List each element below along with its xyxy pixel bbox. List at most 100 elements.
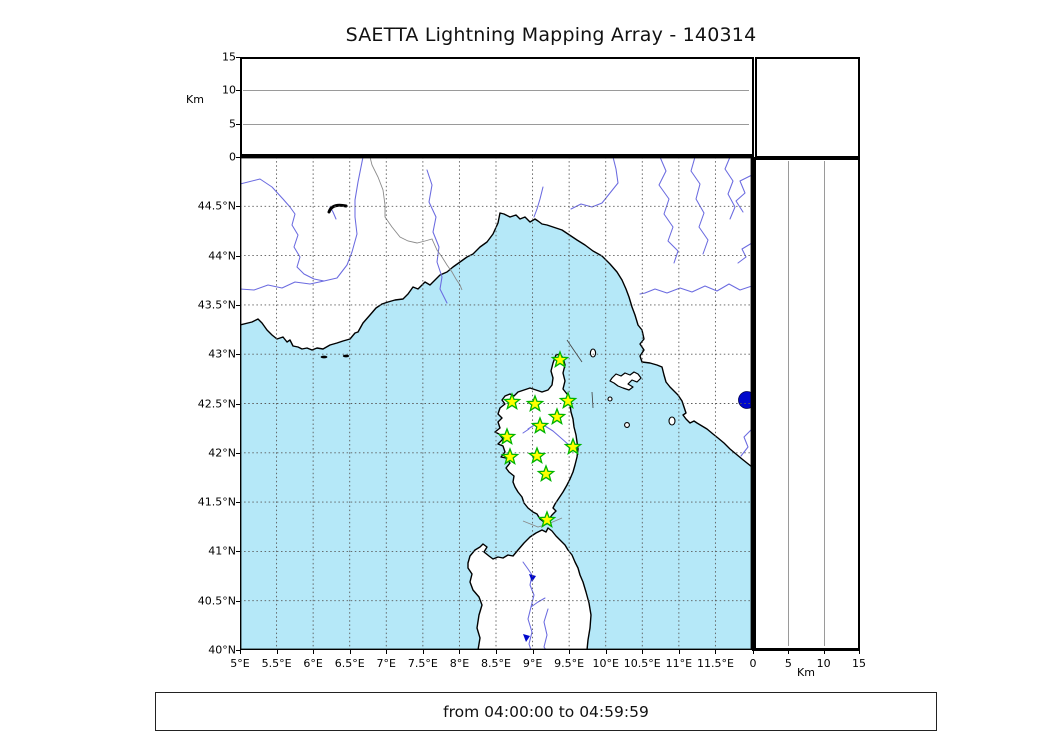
lat-tick-mark (236, 304, 240, 306)
sardinia-coastline (467, 527, 592, 650)
lat-tick-label: 44°N (208, 249, 236, 263)
lon-tick-mark (678, 650, 680, 654)
time-range-box: from 04:00:00 to 04:59:59 (155, 692, 937, 731)
lat-tick-label: 40°N (208, 643, 236, 657)
lon-tick-mark (349, 650, 351, 654)
lat-tick-mark (236, 354, 240, 356)
lon-tick-mark (532, 650, 534, 654)
elba-island (609, 371, 642, 391)
lon-tick-mark (569, 650, 571, 654)
lma-station-star (500, 447, 520, 465)
lon-tick-label: 6.5°E (334, 657, 365, 670)
lat-tick-mark (236, 403, 240, 405)
lon-tick-label: 6°E (303, 657, 323, 670)
map-panel (240, 157, 752, 650)
lon-tick-label: 7°E (376, 657, 397, 670)
lat-lon-grid (240, 157, 752, 650)
lat-tick-label: 43.5°N (197, 298, 236, 312)
lon-tick-label: 10°E (592, 657, 619, 670)
right-alt-tick-mark (753, 650, 754, 654)
right-panel-gridline (788, 161, 790, 646)
montecristo-island (624, 422, 630, 428)
alt-tick-label: 0 (229, 150, 236, 164)
lat-tick-label: 43°N (208, 347, 236, 361)
lat-tick-mark (236, 452, 240, 454)
lat-tick-mark (236, 255, 240, 257)
lma-station-star (502, 392, 522, 410)
france-italy-border (369, 157, 463, 291)
coast-glitch-line-1 (566, 339, 583, 363)
lon-tick-label: 7.5°E (407, 657, 438, 670)
lma-station-star (527, 446, 547, 464)
altitude-longitude-panel (240, 57, 754, 158)
lon-tick-mark (313, 650, 315, 654)
alt-tick-mark (236, 123, 240, 125)
lat-tick-mark (236, 650, 240, 651)
coast-glitch-line-2 (591, 391, 594, 409)
lon-tick-mark (642, 650, 644, 654)
alt-tick-label: 15 (222, 50, 236, 64)
lat-tick-mark (236, 600, 240, 602)
lon-tick-mark (276, 650, 278, 654)
alt-tick-mark (236, 90, 240, 92)
lat-tick-label: 41.5°N (197, 495, 236, 509)
lon-tick-label: 11.5°E (696, 657, 734, 670)
lma-station-star (563, 437, 583, 455)
lon-tick-mark (715, 650, 717, 654)
lon-tick-label: 5.5°E (261, 657, 292, 670)
alt-tick-mark (236, 57, 240, 58)
lat-tick-label: 42°N (208, 446, 236, 460)
lat-tick-mark (236, 551, 240, 553)
altitude-histogram-panel (755, 57, 860, 158)
lon-tick-mark (240, 650, 241, 654)
lon-tick-label: 9.5°E (554, 657, 585, 670)
lma-station-star (525, 394, 545, 412)
lma-station-star (550, 350, 570, 368)
lon-tick-mark (386, 650, 388, 654)
pianosa-island (607, 396, 613, 402)
right-alt-tick-mark (823, 650, 825, 654)
right-alt-tick-label: 10 (816, 657, 831, 670)
right-alt-tick-label: 15 (852, 657, 866, 670)
lat-tick-mark (236, 502, 240, 504)
mainland-coastline (240, 157, 752, 468)
right-alt-tick-mark (788, 650, 790, 654)
lon-tick-label: 8°E (449, 657, 470, 670)
lon-tick-label: 9°E (522, 657, 543, 670)
alt-tick-label: 10 (222, 83, 236, 97)
figure-title: SAETTA Lightning Mapping Array - 140314 (345, 24, 757, 46)
lon-tick-mark (459, 650, 461, 654)
bolsena-lake-dot (738, 391, 752, 409)
lma-station-star (497, 427, 517, 445)
lon-tick-label: 11°E (665, 657, 693, 670)
right-alt-tick-label: 5 (784, 657, 792, 670)
right-alt-tick-mark (859, 650, 860, 654)
sardinia-lake-1 (529, 574, 536, 582)
map-frame (240, 157, 752, 650)
sardinia-lake-2 (523, 634, 530, 642)
altitude-axis-label-right: Km (797, 666, 815, 679)
lat-tick-label: 44.5°N (197, 199, 236, 213)
alt-tick-mark (236, 157, 240, 158)
alt-tick-label: 5 (229, 117, 236, 131)
lon-tick-label: 8.5°E (481, 657, 511, 670)
hyeres-islet-1 (320, 355, 328, 359)
hyeres-islet-2 (342, 354, 350, 358)
alt-panel-gridline (243, 123, 749, 125)
lma-station-star (536, 464, 556, 482)
lma-station-star (537, 510, 557, 528)
time-range-text: from 04:00:00 to 04:59:59 (443, 702, 649, 721)
lma-station-markers (497, 350, 583, 528)
capraia-island (589, 348, 597, 358)
geographic-map (240, 157, 752, 650)
lon-tick-mark (605, 650, 607, 654)
lma-station-star (530, 416, 550, 434)
lat-tick-mark (236, 206, 240, 208)
right-alt-tick-label: 0 (749, 657, 757, 670)
giglio-island (668, 416, 676, 426)
lon-tick-mark (422, 650, 424, 654)
altitude-axis-label-top: Km (186, 93, 204, 106)
alt-panel-gridline (243, 90, 749, 92)
altitude-latitude-panel (752, 157, 860, 651)
